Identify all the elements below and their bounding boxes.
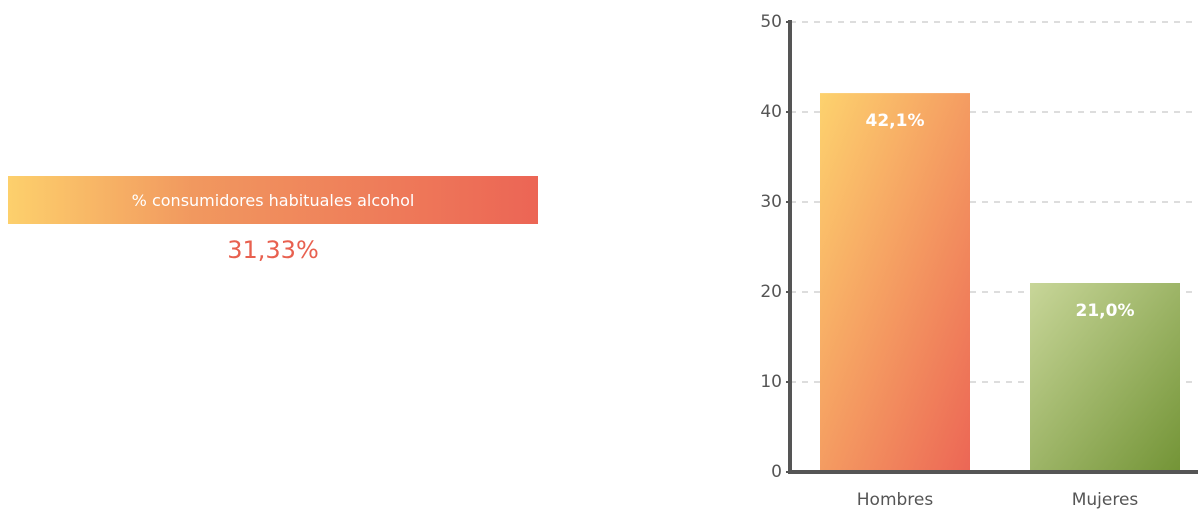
x-tick-label: Mujeres — [1072, 490, 1139, 510]
y-tick-label: 40 — [760, 102, 782, 122]
y-tick-label: 10 — [760, 372, 782, 392]
stat-banner: % consumidores habituales alcohol — [8, 176, 538, 224]
y-tick-label: 50 — [760, 12, 782, 32]
bar — [1030, 283, 1180, 472]
y-tick-label: 20 — [760, 282, 782, 302]
y-tick-label: 0 — [771, 462, 782, 482]
value-label: 42,1% — [866, 111, 925, 131]
y-tick-label: 30 — [760, 192, 782, 212]
bar — [820, 93, 970, 472]
stat-value: 31,33% — [227, 236, 319, 264]
x-tick-label: Hombres — [857, 490, 934, 510]
value-label: 21,0% — [1076, 301, 1135, 321]
